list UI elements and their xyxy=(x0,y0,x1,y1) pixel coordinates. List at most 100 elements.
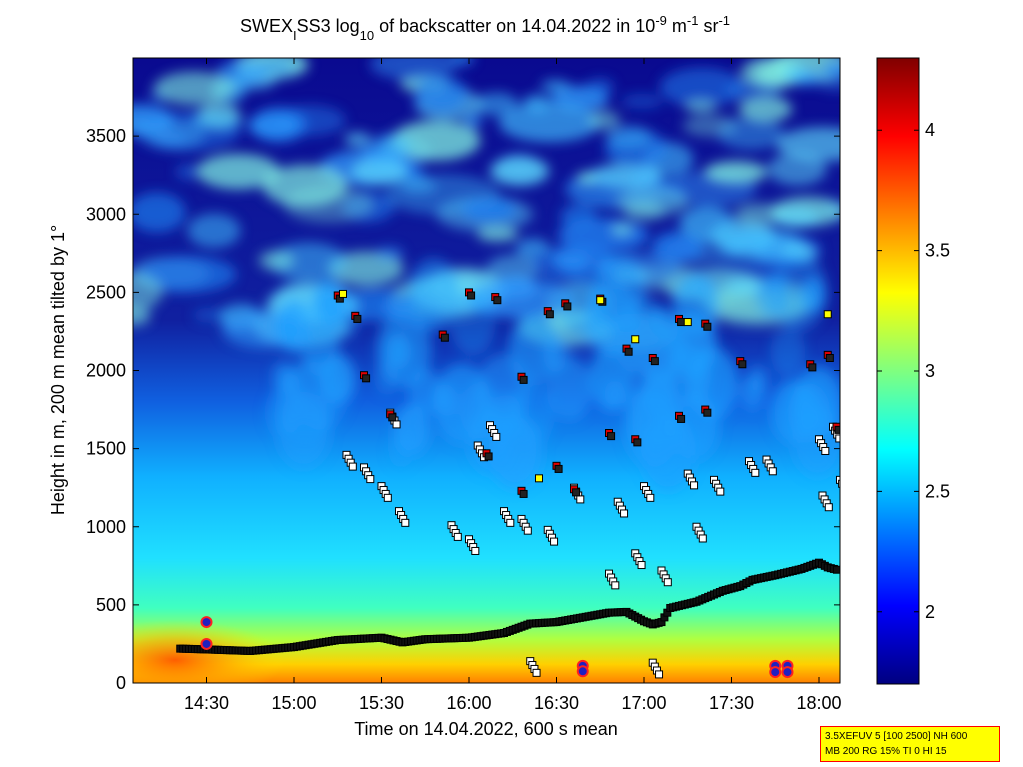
cloud-patch xyxy=(776,127,840,162)
cloud-patch xyxy=(822,61,840,76)
cloud-patch xyxy=(191,108,244,132)
aerosol-layer-marker-white xyxy=(716,487,725,496)
cloud-patch xyxy=(399,178,438,194)
y-tick-label: 1500 xyxy=(86,439,126,459)
x-axis-label: Time on 14.04.2022, 600 s mean xyxy=(354,719,618,739)
cloud-patch xyxy=(588,345,637,413)
y-axis: 0 500 1000 1500 2000 2500 3000 3500 xyxy=(86,126,840,693)
precipitation-marker xyxy=(769,666,782,679)
aerosol-layer-marker-white xyxy=(838,479,840,488)
aerosol-layer-marker-white xyxy=(655,670,664,679)
y-tick-label: 500 xyxy=(96,595,126,615)
x-tick-label: 16:00 xyxy=(446,693,491,713)
cloud-patch xyxy=(540,79,570,93)
cloud-patch xyxy=(133,273,163,312)
aerosol-layer-marker-dark xyxy=(703,322,712,331)
cloud-patch xyxy=(508,382,555,447)
cloud-patch xyxy=(393,404,430,456)
heatmap-hotspot xyxy=(133,620,285,683)
precipitation-marker xyxy=(200,616,213,629)
aerosol-layer-marker-white xyxy=(532,668,541,677)
aerosol-layer-marker-white xyxy=(821,446,830,455)
aerosol-layer-marker-white xyxy=(843,488,850,495)
aerosol-layer-marker-dark xyxy=(519,375,528,384)
cloud-patch xyxy=(588,110,621,130)
cloud-patch xyxy=(196,153,281,190)
cloud-patch xyxy=(265,387,302,438)
cloud-patch xyxy=(620,93,663,109)
cloud-patch xyxy=(133,192,186,233)
processing-info-box: 3.5XEFUV 5 [100 2500] NH 600 MB 200 RG 1… xyxy=(820,726,1000,762)
aerosol-layer-marker-dark xyxy=(834,425,840,434)
cloud-patch xyxy=(283,186,374,224)
cloud-patch xyxy=(821,201,840,218)
cloud-patch xyxy=(589,163,662,189)
cloud-patch xyxy=(782,65,814,84)
cloud-patch xyxy=(740,376,765,411)
cloud-patch xyxy=(560,204,597,230)
colorbar-tick-label: 2 xyxy=(925,602,935,622)
aerosol-layer-marker-dark xyxy=(572,488,581,497)
precipitation-marker xyxy=(576,665,589,678)
y-tick-label: 0 xyxy=(116,673,126,693)
colorbar-tick-label: 3.5 xyxy=(925,241,950,261)
cloud-patch xyxy=(489,156,550,186)
aerosol-layer-marker-dark xyxy=(519,489,528,498)
aerosol-layer-marker-dark xyxy=(624,347,633,356)
aerosol-layer-marker-white xyxy=(550,537,559,546)
y-tick-label: 3500 xyxy=(86,126,126,146)
aerosol-layer-marker-yellow xyxy=(596,296,605,305)
y-axis-label: Height in m, 200 m mean tilted by 1° xyxy=(48,225,68,515)
cloud-patch xyxy=(187,213,241,248)
cloud-patch xyxy=(548,252,592,269)
x-tick-label: 17:00 xyxy=(621,693,666,713)
cloud-patch xyxy=(175,163,201,180)
aerosol-layer-marker-white xyxy=(768,467,777,476)
aerosol-layer-marker-dark xyxy=(362,374,371,383)
cloud-patch xyxy=(684,99,717,113)
aerosol-layer-marker-white xyxy=(492,432,501,441)
aerosol-layer-marker-dark xyxy=(677,318,686,327)
aerosol-layer-marker-white xyxy=(471,546,480,555)
cloud-patch xyxy=(272,361,295,393)
aerosol-layer-marker-dark xyxy=(650,357,659,366)
aerosol-layer-marker-white xyxy=(824,503,833,512)
cloud-patch xyxy=(629,306,686,385)
cloud-patch xyxy=(522,94,551,113)
aerosol-layer-marker-dark xyxy=(633,438,642,447)
cloud-patch xyxy=(311,278,349,331)
aerosol-layer-marker-dark xyxy=(607,432,616,441)
cloud-patch xyxy=(611,223,633,236)
aerosol-layer-marker-white xyxy=(835,434,840,443)
aerosol-layer-marker-yellow xyxy=(535,474,543,483)
cloud-patch xyxy=(605,125,652,150)
aerosol-layer-marker-dark xyxy=(353,314,362,323)
cloud-patch xyxy=(767,152,827,186)
aerosol-layer-marker-dark xyxy=(808,363,817,372)
aerosol-layer-marker-dark xyxy=(467,291,476,300)
aerosol-layer-marker-white xyxy=(576,495,585,504)
heatmap-cloud-texture xyxy=(133,58,840,492)
x-tick-label: 17:30 xyxy=(709,693,754,713)
aerosol-layer-marker-dark xyxy=(677,414,686,423)
aerosol-layer-marker-white xyxy=(392,420,401,429)
aerosol-layer-marker-yellow xyxy=(631,335,640,344)
cloud-patch xyxy=(770,327,806,377)
cloud-patch xyxy=(679,206,735,241)
aerosol-layer-marker-dark xyxy=(493,296,502,305)
cloud-patch xyxy=(704,161,768,184)
cloud-patch xyxy=(133,104,174,135)
cloud-patch xyxy=(463,115,483,128)
y-tick-label: 1000 xyxy=(86,517,126,537)
aerosol-layer-marker-dark xyxy=(484,452,493,461)
cloud-patch xyxy=(154,132,187,145)
cloud-patch xyxy=(375,246,404,261)
info-line-2: MB 200 RG 15% TI 0 HI 15 xyxy=(825,746,947,757)
cloud-patch xyxy=(350,158,408,186)
cloud-patch xyxy=(344,132,371,146)
cloud-patch xyxy=(376,311,432,389)
aerosol-layer-marker-white xyxy=(348,462,357,471)
aerosol-layer-marker-white xyxy=(506,518,515,527)
aerosol-layer-marker-white xyxy=(751,468,760,477)
